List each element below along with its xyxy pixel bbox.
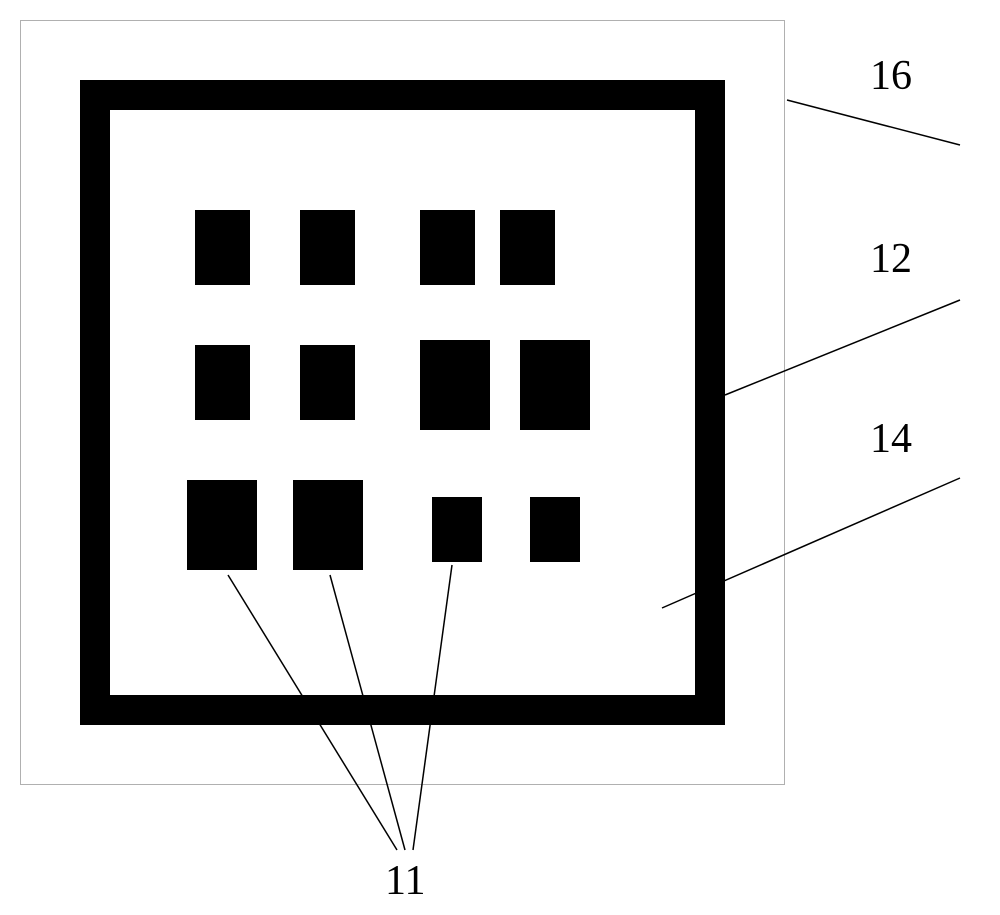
chip-block bbox=[300, 210, 355, 285]
label-12: 12 bbox=[870, 238, 912, 280]
chip-block bbox=[432, 497, 482, 562]
chip-block bbox=[293, 480, 363, 570]
chip-block bbox=[520, 340, 590, 430]
chip-block bbox=[530, 497, 580, 562]
chip-block bbox=[300, 345, 355, 420]
chip-block bbox=[195, 210, 250, 285]
chip-block bbox=[187, 480, 257, 570]
label-16: 16 bbox=[870, 55, 912, 97]
thick-square-ring bbox=[80, 80, 725, 725]
diagram-canvas: 16 12 14 11 bbox=[0, 0, 1000, 915]
label-11: 11 bbox=[385, 860, 425, 902]
label-14: 14 bbox=[870, 418, 912, 460]
chip-block bbox=[500, 210, 555, 285]
chip-block bbox=[420, 210, 475, 285]
chip-block bbox=[195, 345, 250, 420]
chip-block bbox=[420, 340, 490, 430]
leader-line bbox=[787, 100, 960, 145]
